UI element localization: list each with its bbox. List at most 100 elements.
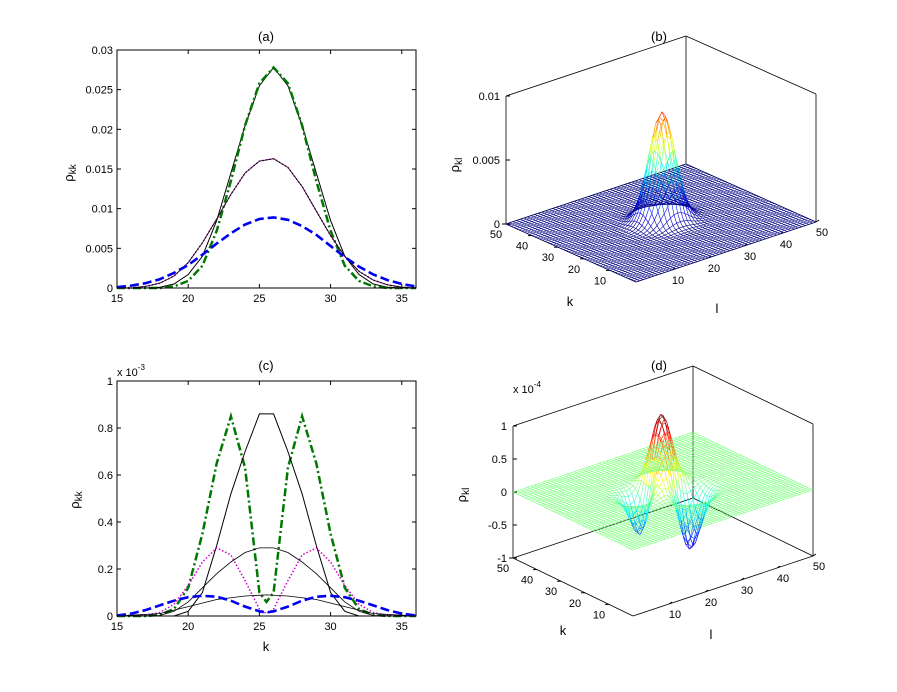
mesh-segment: [739, 239, 744, 242]
mesh-segment: [697, 222, 701, 225]
mesh-segment: [714, 240, 719, 242]
mesh-segment: [617, 220, 622, 224]
mesh-segment: [730, 238, 735, 241]
mesh-segment: [678, 237, 683, 240]
mesh-segment: [725, 244, 730, 247]
mesh-segment: [663, 245, 668, 247]
mesh-segment: [768, 216, 773, 218]
mesh-segment: [754, 226, 759, 229]
mesh-segment: [637, 255, 641, 258]
mesh-segment: [692, 226, 697, 228]
mesh-segment: [690, 240, 694, 242]
mesh-segment: [631, 275, 636, 278]
mesh-segment: [781, 207, 785, 210]
mesh-segment: [611, 235, 616, 238]
mesh-segment: [731, 222, 736, 224]
mesh-segment: [628, 215, 633, 222]
mesh-segment: [656, 239, 661, 241]
mesh-segment: [652, 240, 657, 243]
mesh-segment: [631, 213, 636, 222]
mesh-segment: [757, 233, 762, 236]
mesh-segment: [733, 239, 738, 242]
mesh-segment: [755, 224, 760, 227]
mesh-segment: [660, 213, 665, 221]
mesh-segment: [770, 211, 775, 214]
mesh-segment: [770, 217, 775, 220]
mesh-segment: [571, 249, 576, 251]
mesh-segment: [651, 273, 656, 276]
mesh-segment: [631, 269, 635, 272]
mesh-segment: [729, 198, 734, 201]
mesh-segment: [606, 256, 610, 258]
mesh-segment: [580, 227, 585, 230]
mesh-segment: [683, 262, 688, 265]
mesh-segment: [673, 243, 677, 246]
mesh-segment: [656, 219, 661, 226]
mesh-segment: [626, 245, 630, 248]
mesh-segment: [640, 248, 644, 251]
mesh-segment: [705, 204, 709, 207]
mesh-segment: [728, 201, 733, 203]
mesh-segment: [623, 272, 628, 275]
mesh-segment: [709, 245, 714, 248]
mesh-segment: [630, 278, 635, 280]
mesh-segment: [655, 249, 659, 252]
mesh-segment: [646, 276, 651, 279]
mesh-segment: [759, 200, 764, 203]
mesh-segment: [601, 223, 606, 225]
mesh-segment: [660, 252, 665, 254]
mesh-segment: [746, 217, 750, 220]
mesh-segment: [790, 228, 795, 231]
mesh-segment: [784, 220, 789, 223]
mesh-segment: [670, 233, 675, 236]
mesh-segment: [681, 244, 686, 247]
mesh-segment: [731, 185, 736, 188]
mesh-segment: [720, 242, 724, 245]
mesh-segment: [649, 162, 655, 185]
mesh-segment: [693, 196, 697, 199]
mesh-segment: [676, 236, 680, 239]
mesh-segment: [683, 240, 688, 242]
mesh-segment: [721, 187, 726, 189]
mesh-segment: [649, 229, 654, 234]
mesh-segment: [622, 274, 627, 277]
mesh-segment: [579, 252, 584, 255]
mesh-segment: [699, 238, 704, 241]
mesh-segment: [742, 241, 747, 243]
mesh-segment: [621, 212, 626, 214]
mesh-segment: [731, 199, 736, 202]
mesh-segment: [677, 248, 682, 251]
mesh-segment: [798, 218, 803, 221]
mesh-segment: [549, 236, 554, 239]
mesh-segment: [649, 247, 654, 250]
mesh-segment: [738, 242, 743, 244]
mesh-segment: [678, 252, 683, 254]
mesh-segment: [565, 249, 570, 251]
mesh-segment: [702, 211, 706, 213]
mesh-segment: [592, 258, 597, 261]
mesh-segment: [601, 237, 606, 239]
mesh-segment: [626, 216, 631, 222]
mesh-segment: [691, 251, 696, 254]
mesh-segment: [682, 250, 687, 253]
mesh-segment: [625, 275, 630, 278]
mesh-segment: [553, 235, 557, 237]
mesh-segment: [679, 266, 683, 268]
mesh-segment: [632, 221, 638, 228]
mesh-segment: [648, 243, 653, 246]
mesh-segment: [624, 215, 629, 220]
mesh-segment: [705, 224, 710, 227]
mesh-segment: [570, 231, 574, 234]
mesh-segment: [569, 239, 574, 242]
mesh-segment: [720, 225, 725, 228]
mesh-segment: [592, 230, 597, 232]
mesh-segment: [733, 217, 738, 220]
mesh-segment: [650, 219, 655, 227]
mesh-segment: [790, 223, 794, 225]
mesh-segment: [644, 267, 649, 270]
mesh-segment: [654, 266, 659, 269]
mesh-segment: [641, 266, 646, 269]
mesh-segment: [705, 247, 710, 249]
mesh-segment: [623, 258, 628, 260]
mesh-segment: [610, 215, 615, 218]
